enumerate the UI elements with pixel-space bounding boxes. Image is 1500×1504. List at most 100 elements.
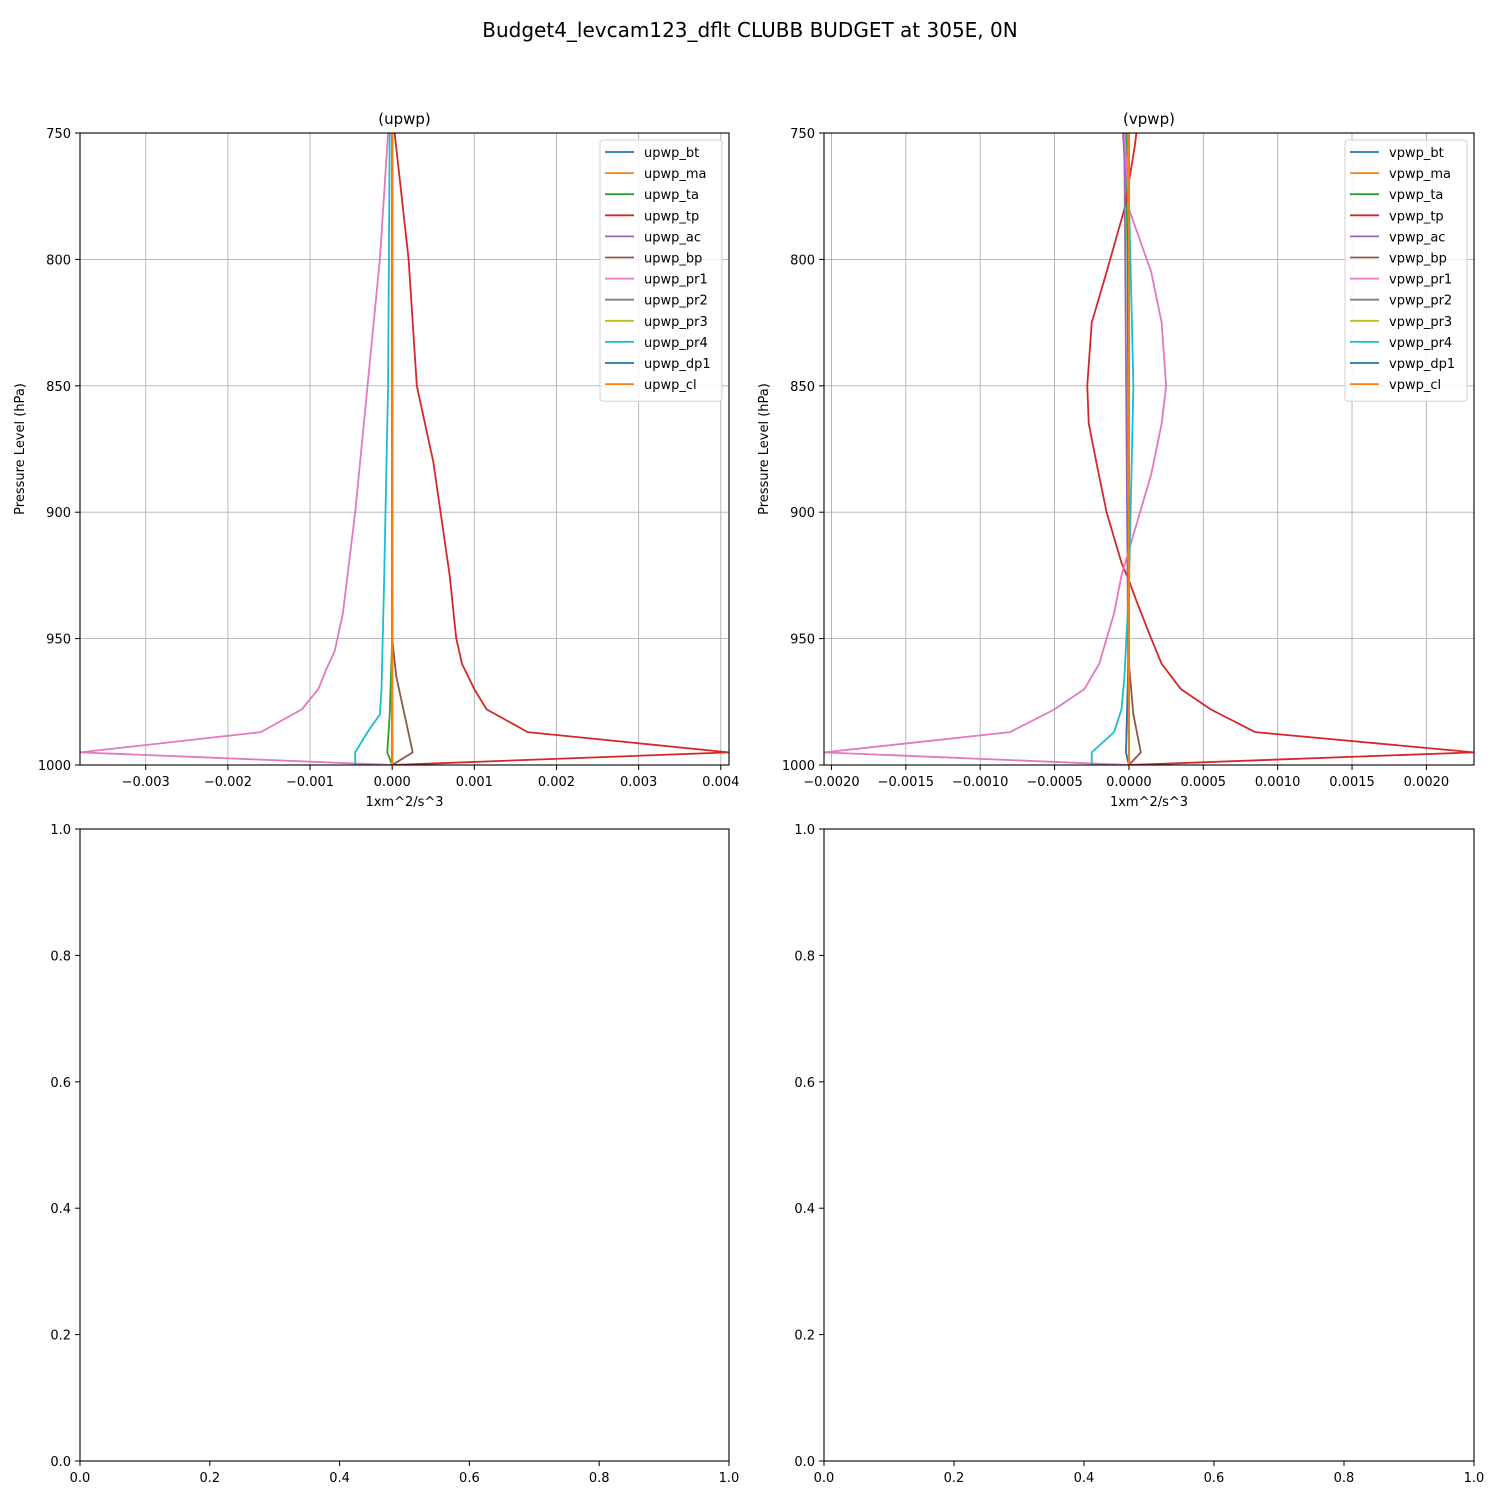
legend-label-upwp_ta: upwp_ta [644, 188, 699, 203]
legend-label-vpwp_bt: vpwp_bt [1389, 146, 1444, 161]
y-tick-label: 1000 [38, 759, 71, 774]
axes-frame [823, 132, 1475, 766]
legend-label-vpwp_dp1: vpwp_dp1 [1389, 357, 1455, 372]
x-tick-label: 1.0 [719, 1471, 740, 1486]
x-tick-label: 0.0020 [1404, 775, 1450, 790]
x-tick-label: 0.0010 [1255, 775, 1301, 790]
x-tick-label: −0.0020 [803, 775, 859, 790]
y-tick-label: 0.8 [794, 949, 815, 964]
x-tick-label: 0.8 [1334, 1471, 1355, 1486]
series-group [824, 133, 1474, 765]
x-tick-label: 0.003 [620, 775, 657, 790]
axes-frame [79, 132, 730, 766]
legend-label-vpwp_bp: vpwp_bp [1389, 252, 1447, 267]
x-tick-label: 0.001 [456, 775, 493, 790]
legend-label-upwp_pr3: upwp_pr3 [644, 315, 708, 330]
y-tick-label: 950 [46, 633, 71, 648]
x-tick-label: −0.001 [286, 775, 334, 790]
x-tick-label: −0.003 [122, 775, 170, 790]
x-tick-label: 0.6 [459, 1471, 480, 1486]
y-tick-label: 1000 [782, 759, 815, 774]
x-tick-label: 1.0 [1464, 1471, 1485, 1486]
y-tick-label: 750 [46, 127, 71, 142]
legend-label-vpwp_pr1: vpwp_pr1 [1389, 273, 1452, 288]
x-tick-label: 0.004 [702, 775, 739, 790]
figure-suptitle: Budget4_levcam123_dflt CLUBB BUDGET at 3… [482, 18, 1017, 42]
x-tick-label: 0.002 [538, 775, 575, 790]
axes-title: (vpwp) [1123, 110, 1175, 128]
legend-label-vpwp_pr3: vpwp_pr3 [1389, 315, 1452, 330]
y-tick-label: 0.8 [50, 949, 71, 964]
x-tick-label: −0.002 [204, 775, 252, 790]
y-axis-label: Pressure Level (hPa) [13, 383, 28, 515]
series-line-upwp_tp [392, 133, 729, 765]
y-tick-label: 850 [46, 380, 71, 395]
y-tick-label: 900 [46, 506, 71, 521]
x-tick-label: 0.000 [374, 775, 411, 790]
x-tick-label: 0.0000 [1106, 775, 1152, 790]
legend-label-vpwp_cl: vpwp_cl [1389, 378, 1441, 393]
y-tick-label: 1.0 [794, 823, 815, 838]
x-tick-label: −0.0015 [878, 775, 934, 790]
y-tick-label: 800 [46, 253, 71, 268]
legend: vpwp_bt vpwp_ma vpwp_ta vpwp_tp vpwp_ac vpwp_… [1344, 139, 1468, 402]
x-tick-label: 0.0015 [1329, 775, 1375, 790]
x-tick-label: 0.2 [944, 1471, 965, 1486]
axes-root: −0.003 −0.002 −0.001 0.000 0.001 0.002 0.003 0.… [13, 110, 1484, 1486]
legend-label-upwp_pr2: upwp_pr2 [644, 294, 708, 309]
legend-label-upwp_ac: upwp_ac [644, 230, 701, 245]
x-tick-label: 0.8 [589, 1471, 610, 1486]
x-tick-label: 0.2 [199, 1471, 220, 1486]
x-axis-label: 1xm^2/s^3 [1110, 795, 1188, 810]
legend-label-vpwp_tp: vpwp_tp [1389, 209, 1444, 224]
series-line-vpwp_pr1 [824, 133, 1168, 765]
legend-label-upwp_ma: upwp_ma [644, 167, 707, 182]
series-line-upwp_pr4 [354, 133, 391, 765]
x-tick-label: 0.4 [1074, 1471, 1095, 1486]
y-axis-label: Pressure Level (hPa) [757, 383, 772, 515]
chart-1: −0.0020 −0.0015 −0.0010 −0.0005 0.0000 0.0005… [757, 110, 1475, 810]
legend-label-upwp_tp: upwp_tp [644, 209, 699, 224]
y-tick-label: 950 [790, 633, 815, 648]
series-line-vpwp_pr4 [1090, 133, 1135, 765]
x-tick-label: 0.0 [814, 1471, 835, 1486]
legend-frame [1344, 139, 1468, 402]
chart-3: 0.0 0.2 0.4 0.6 0.8 1.0 0.0 0.2 0.4 0.6 0.8 1.0 [794, 823, 1484, 1486]
y-tick-label: 800 [790, 253, 815, 268]
legend-label-upwp_dp1: upwp_dp1 [644, 357, 711, 372]
legend-label-vpwp_ma: vpwp_ma [1389, 167, 1451, 182]
series-line-vpwp_ac [1122, 133, 1130, 765]
legend-label-upwp_bp: upwp_bp [644, 252, 702, 267]
x-tick-label: −0.0005 [1026, 775, 1082, 790]
y-tick-label: 0.4 [794, 1202, 815, 1217]
chart-2: 0.0 0.2 0.4 0.6 0.8 1.0 0.0 0.2 0.4 0.6 0.8 1.0 [50, 823, 739, 1486]
legend-label-vpwp_ac: vpwp_ac [1389, 230, 1445, 245]
legend-label-upwp_cl: upwp_cl [644, 378, 697, 393]
legend-label-upwp_bt: upwp_bt [644, 146, 699, 161]
x-tick-label: −0.0010 [952, 775, 1008, 790]
y-tick-label: 0.4 [50, 1202, 71, 1217]
y-tick-label: 750 [790, 127, 815, 142]
x-axis-label: 1xm^2/s^3 [365, 795, 443, 810]
x-tick-label: 0.0005 [1181, 775, 1227, 790]
y-tick-label: 0.6 [794, 1076, 815, 1091]
legend-label-vpwp_pr2: vpwp_pr2 [1389, 294, 1452, 309]
y-tick-label: 0.2 [50, 1329, 71, 1344]
y-tick-label: 900 [790, 506, 815, 521]
legend-label-upwp_pr4: upwp_pr4 [644, 336, 708, 351]
x-tick-label: 0.6 [1204, 1471, 1225, 1486]
legend-label-upwp_pr1: upwp_pr1 [644, 273, 708, 288]
series-line-upwp_bp [391, 133, 414, 765]
axes-frame [79, 828, 730, 1462]
chart-0: −0.003 −0.002 −0.001 0.000 0.001 0.002 0.003 0.… [13, 110, 739, 810]
legend-label-vpwp_ta: vpwp_ta [1389, 188, 1443, 203]
legend-frame [599, 139, 723, 402]
series-line-vpwp_tp [1086, 133, 1474, 765]
legend: upwp_bt upwp_ma upwp_ta upwp_tp upwp_ac upwp_… [599, 139, 723, 402]
y-tick-label: 0.2 [794, 1329, 815, 1344]
x-tick-label: 0.4 [329, 1471, 350, 1486]
y-tick-label: 0.0 [794, 1455, 815, 1470]
x-tick-label: 0.0 [70, 1471, 91, 1486]
